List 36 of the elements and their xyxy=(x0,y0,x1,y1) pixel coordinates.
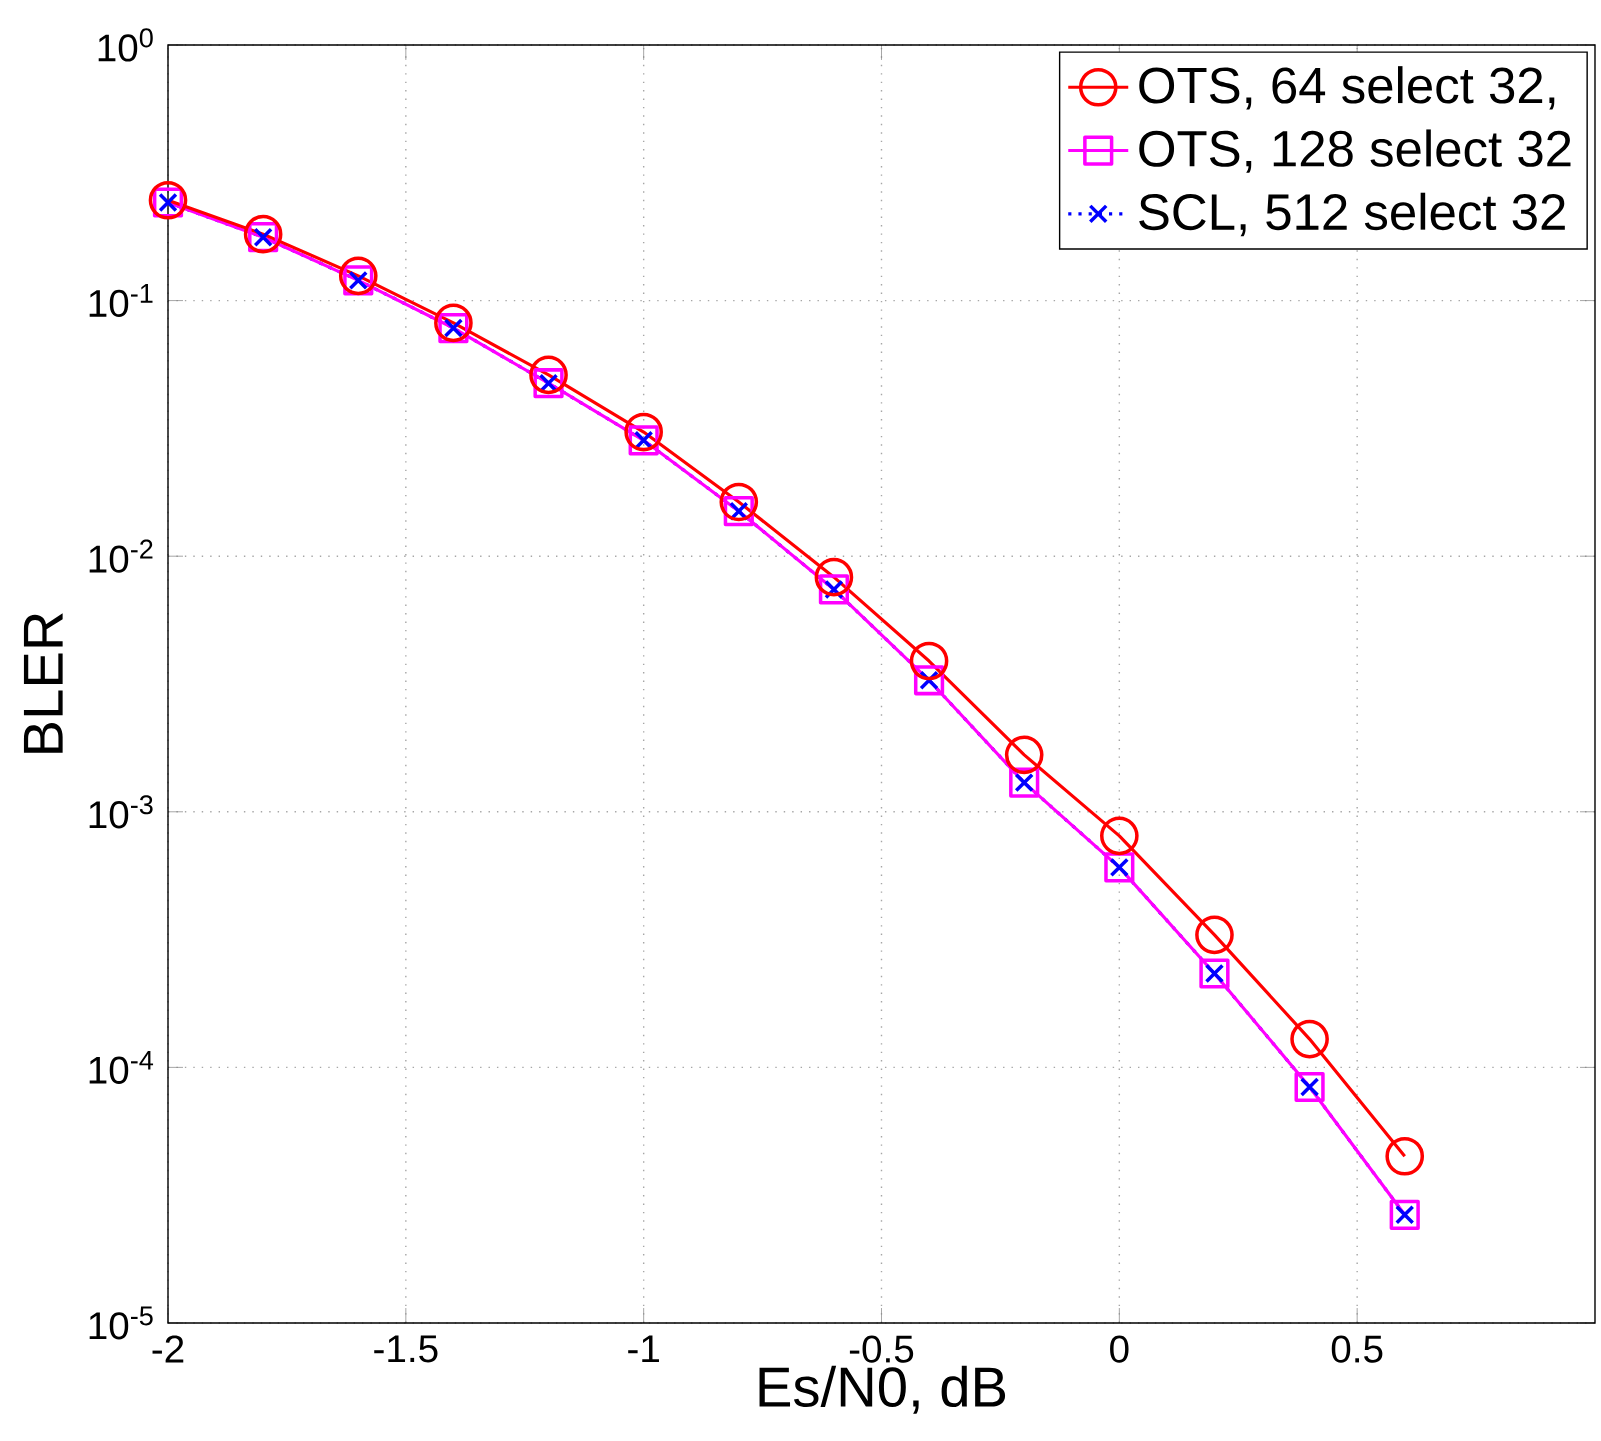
point xyxy=(243,214,283,254)
point xyxy=(814,557,854,597)
point xyxy=(1389,1199,1420,1230)
legend-label: OTS, 128 select 32 xyxy=(1139,129,1571,173)
x-tick-label: 0 xyxy=(1110,1335,1129,1363)
x-tick-label: 0.5 xyxy=(1331,1335,1383,1363)
y-tick-label: 10$^{0}$ xyxy=(98,28,153,62)
point xyxy=(624,412,663,452)
point xyxy=(1100,816,1139,856)
point xyxy=(1294,1071,1325,1103)
point xyxy=(1290,1019,1329,1059)
point xyxy=(434,303,473,343)
y-axis-title: BLER xyxy=(23,613,63,753)
x-axis-title: Es/N0, dB xyxy=(759,1365,1006,1414)
y-tick-label: 10$^{-5}$ xyxy=(89,1306,153,1340)
legend-label: SCL, 512 select 32 xyxy=(1139,192,1565,237)
y-tick-label: 10$^{-2}$ xyxy=(89,539,153,573)
x-tick-label: -2 xyxy=(152,1335,184,1363)
point xyxy=(529,355,568,395)
x-tick-label: -1 xyxy=(628,1335,659,1363)
point xyxy=(1014,772,1034,793)
point xyxy=(1299,1077,1320,1097)
y-tick-label: 10$^{-1}$ xyxy=(89,284,153,318)
point xyxy=(1385,1136,1425,1176)
y-tick-label: 10$^{-3}$ xyxy=(89,795,153,829)
point xyxy=(719,482,759,522)
point xyxy=(1195,915,1234,955)
point xyxy=(338,256,378,296)
y-tick-label: 10$^{-4}$ xyxy=(89,1050,154,1084)
x-tick-label: -1.5 xyxy=(374,1335,438,1363)
x-tick-label: -0.5 xyxy=(849,1335,914,1363)
legend-label: OTS, 64 select 32, xyxy=(1139,66,1555,110)
point xyxy=(1395,1205,1415,1225)
point xyxy=(148,180,188,220)
point xyxy=(909,641,949,681)
point xyxy=(1004,735,1044,775)
